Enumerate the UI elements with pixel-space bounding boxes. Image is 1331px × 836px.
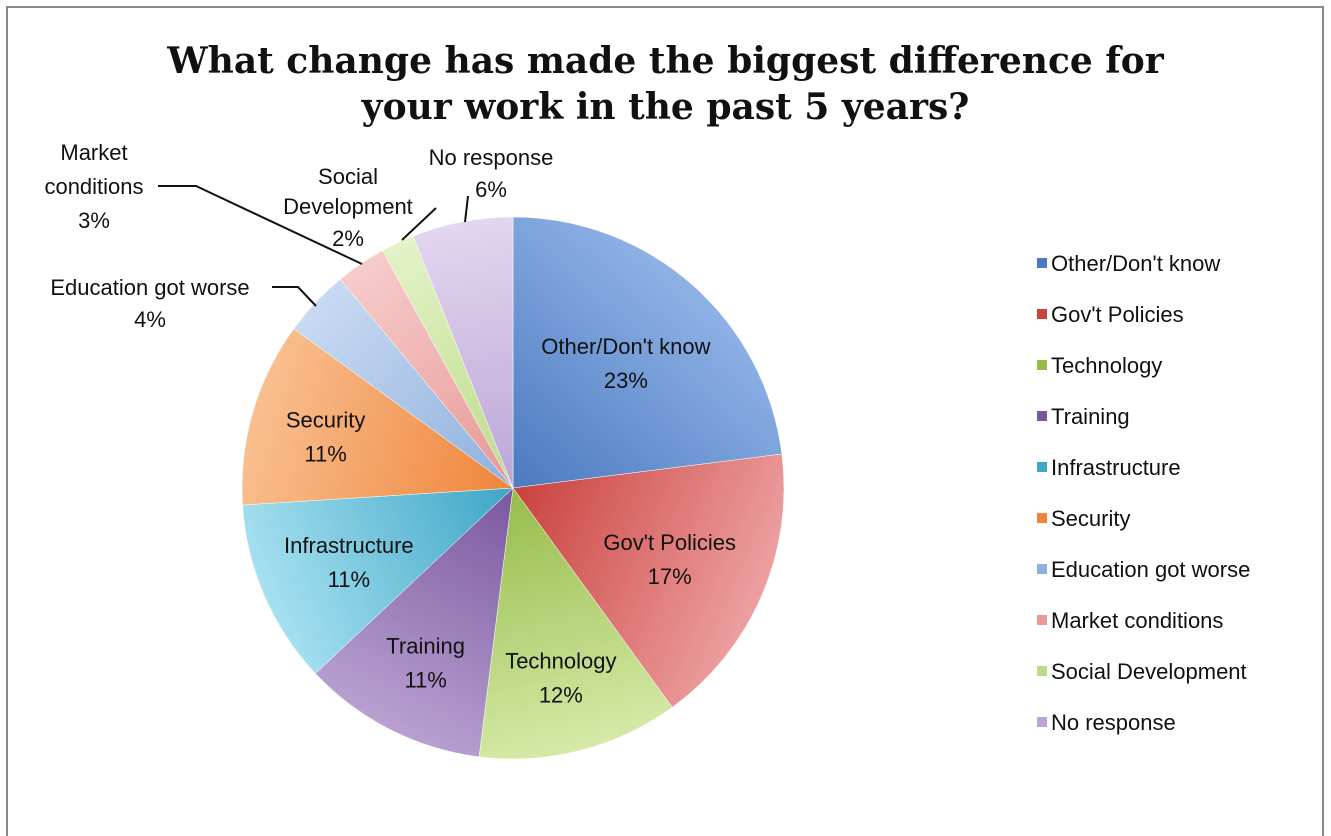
slice-percent-market-conditions: 3% bbox=[78, 208, 110, 233]
slice-label-technology: Technology bbox=[505, 648, 616, 673]
legend-swatch-education-got-worse bbox=[1037, 564, 1047, 574]
slice-percent-security: 11% bbox=[304, 442, 346, 467]
slice-label-training: Training bbox=[386, 633, 465, 658]
slice-label-gov-t-policies: Gov't Policies bbox=[603, 530, 736, 555]
legend-label-no-response: No response bbox=[1051, 710, 1176, 735]
legend-swatch-gov-t-policies bbox=[1037, 309, 1047, 319]
legend-swatch-social-development bbox=[1037, 666, 1047, 676]
slice-label-social-development: Development bbox=[283, 194, 413, 219]
slice-percent-training: 11% bbox=[404, 667, 446, 692]
legend-swatch-infrastructure bbox=[1037, 462, 1047, 472]
legend-label-market-conditions: Market conditions bbox=[1051, 608, 1223, 633]
slice-percent-infrastructure: 11% bbox=[328, 567, 370, 592]
slice-percent-gov-t-policies: 17% bbox=[648, 564, 692, 589]
legend-swatch-no-response bbox=[1037, 717, 1047, 727]
legend-label-social-development: Social Development bbox=[1051, 659, 1247, 684]
pie-slices bbox=[242, 217, 784, 759]
legend-swatch-market-conditions bbox=[1037, 615, 1047, 625]
slice-percent-technology: 12% bbox=[539, 682, 583, 707]
legend-label-education-got-worse: Education got worse bbox=[1051, 557, 1250, 582]
slice-label-market-conditions: Market bbox=[60, 140, 127, 165]
legend-label-other-don-t-know: Other/Don't know bbox=[1051, 251, 1220, 276]
slice-label-other-don-t-know: Other/Don't know bbox=[541, 334, 710, 359]
legend: Other/Don't know Gov't Policies Technology… bbox=[1037, 251, 1250, 735]
leader-line-education-got-worse bbox=[272, 287, 316, 306]
leader-line-no-response bbox=[465, 196, 468, 222]
legend-label-training: Training bbox=[1051, 404, 1130, 429]
slice-label-education-got-worse: Education got worse bbox=[50, 275, 249, 300]
legend-label-security: Security bbox=[1051, 506, 1130, 531]
slice-label-no-response: No response bbox=[429, 145, 554, 170]
legend-swatch-training bbox=[1037, 411, 1047, 421]
slice-percent-no-response: 6% bbox=[475, 177, 507, 202]
legend-label-gov-t-policies: Gov't Policies bbox=[1051, 302, 1184, 327]
legend-label-technology: Technology bbox=[1051, 353, 1162, 378]
legend-label-infrastructure: Infrastructure bbox=[1051, 455, 1181, 480]
slice-label-market-conditions: conditions bbox=[44, 174, 143, 199]
legend-swatch-technology bbox=[1037, 360, 1047, 370]
slice-percent-other-don-t-know: 23% bbox=[604, 368, 648, 393]
legend-swatch-other-don-t-know bbox=[1037, 258, 1047, 268]
slice-percent-education-got-worse: 4% bbox=[134, 307, 166, 332]
slice-label-security: Security bbox=[286, 408, 365, 433]
slice-percent-social-development: 2% bbox=[332, 226, 364, 251]
slice-label-social-development: Social bbox=[318, 164, 378, 189]
legend-swatch-security bbox=[1037, 513, 1047, 523]
slice-label-infrastructure: Infrastructure bbox=[284, 533, 414, 558]
